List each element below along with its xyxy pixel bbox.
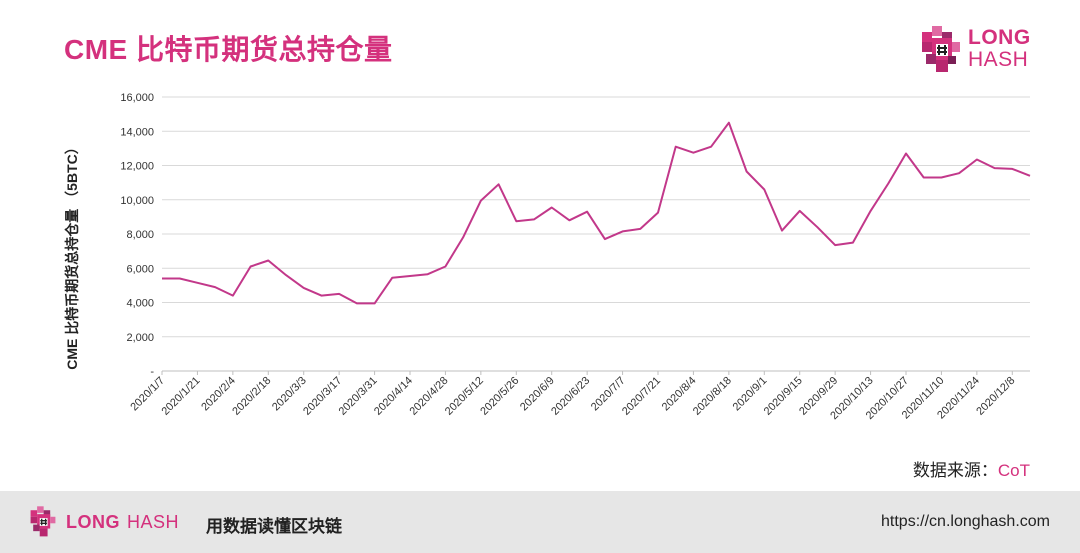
y-axis-tick-labels: - 2,000 4,000 6,000 8,000 10,000 12,000 14,000 1… xyxy=(120,92,154,378)
x-tick-label: 2020/5/26 xyxy=(478,375,521,418)
y-tick-label: 2,000 xyxy=(126,332,154,344)
grid-lines xyxy=(162,96,1030,338)
y-tick-label: - xyxy=(150,366,154,378)
longhash-cube-logo-icon xyxy=(922,26,960,72)
y-tick-label: 10,000 xyxy=(120,195,154,207)
y-tick-label: 6,000 xyxy=(126,263,154,275)
x-tick-label: 2020/7/21 xyxy=(620,375,663,418)
y-tick-label: 12,000 xyxy=(120,161,154,173)
x-tick-label: 2020/6/23 xyxy=(549,375,592,418)
data-source: 数据来源：CoT xyxy=(913,456,1030,481)
open-interest-line-chart: - 2,000 4,000 6,000 8,000 10,000 12,000 14,000 1… xyxy=(64,92,1031,422)
y-tick-label: 16,000 xyxy=(120,92,154,104)
footer-bar: LONG HASH 用数据读懂区块链 https://cn.longhash.c… xyxy=(0,491,1080,553)
brand-word-long: LONG xyxy=(968,26,1031,49)
x-tick-label: 2020/2/18 xyxy=(230,375,273,418)
data-source-label: 数据来源： xyxy=(912,461,998,480)
brand-logo: LONG HASH xyxy=(920,22,1060,82)
x-axis-tick-labels: 2020/1/72020/1/212020/2/42020/2/182020/3… xyxy=(128,371,1017,422)
footer-brand-long: LONG xyxy=(66,512,120,532)
y-tick-label: 14,000 xyxy=(120,126,154,138)
y-tick-label: 4,000 xyxy=(126,298,154,310)
x-tick-label: 2020/12/8 xyxy=(974,375,1017,418)
footer-slogan: 用数据读懂区块链 xyxy=(206,517,342,536)
page-title: CME 比特币期货总持仓量 xyxy=(64,34,393,65)
y-tick-label: 8,000 xyxy=(126,229,154,241)
series-line-open-interest xyxy=(162,121,1031,305)
data-source-value: CoT xyxy=(997,461,1030,480)
x-tick-label: 2020/1/21 xyxy=(159,375,202,418)
x-tick-label: 2020/8/18 xyxy=(691,375,734,418)
footer-brand-hash: HASH xyxy=(127,512,180,532)
y-axis-label: CME 比特币期货总持仓量 （5BTC） xyxy=(64,140,80,369)
longhash-cube-logo-icon xyxy=(30,506,56,537)
footer-url-link[interactable]: https://cn.longhash.com xyxy=(881,513,1050,530)
brand-word-hash: HASH xyxy=(968,48,1029,71)
